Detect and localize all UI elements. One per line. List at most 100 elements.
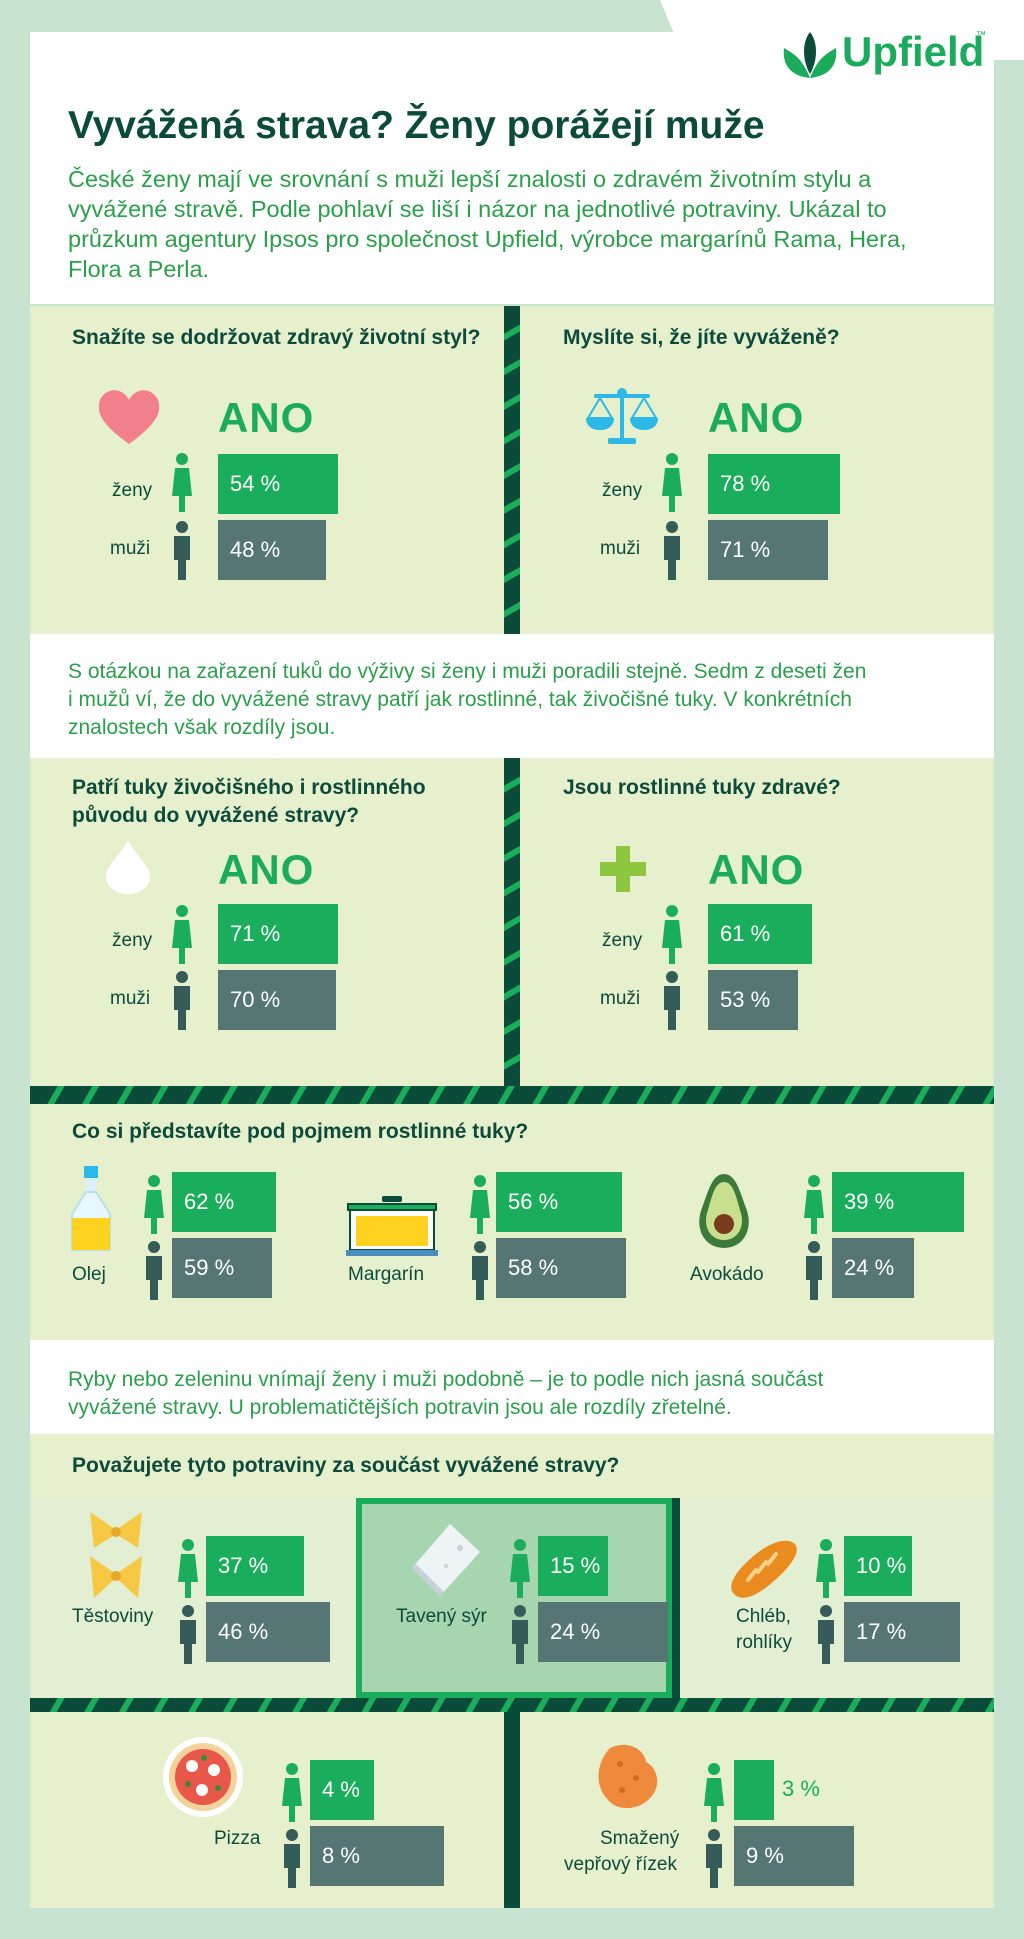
heart-icon	[98, 390, 160, 444]
pasta-icon	[90, 1512, 142, 1598]
upfield-logo: Upfield ™	[780, 26, 990, 82]
fat-label-avocado: Avokádo	[690, 1264, 764, 1285]
leaf-logo-icon	[783, 32, 837, 78]
oil-bottle-icon	[71, 1166, 111, 1251]
answer-yes: ANO	[218, 394, 315, 441]
men-bar: 59 %	[172, 1238, 272, 1298]
avocado-icon	[699, 1174, 749, 1248]
women-label: ženy	[112, 930, 153, 951]
women-bar: 39 %	[832, 1172, 964, 1232]
men-label: muži	[600, 538, 641, 559]
food-panel-bread	[672, 1498, 994, 1698]
schnitzel-icon	[598, 1744, 658, 1809]
man-icon	[180, 1605, 196, 1664]
women-bar: 37 %	[206, 1536, 304, 1596]
women-bar: 54 %	[218, 454, 338, 514]
man-icon	[284, 1829, 300, 1888]
man-icon	[706, 1829, 722, 1888]
food-panel-pasta	[30, 1498, 356, 1698]
men-bar: 53 %	[708, 970, 798, 1030]
mid-text-card	[30, 634, 994, 758]
food-label: Těstoviny	[72, 1606, 154, 1627]
women-value-outside: 3 %	[782, 1776, 820, 1801]
fish-text-line: vyvážené stravy. U problematičtějších po…	[68, 1396, 732, 1419]
fish-text-line: Ryby nebo zeleninu vnímají ženy i muži p…	[68, 1368, 824, 1391]
men-bar: 8 %	[310, 1826, 444, 1886]
mid-text-line: znalostech však rozdíly jsou.	[68, 716, 336, 739]
woman-icon	[510, 1539, 530, 1598]
corner-decoration	[660, 0, 1024, 70]
woman-icon	[470, 1175, 490, 1234]
men-bar: 70 %	[218, 970, 336, 1030]
men-bar: 48 %	[218, 520, 326, 580]
scales-icon	[586, 388, 658, 444]
women-bar: 10 %	[844, 1536, 912, 1596]
man-icon	[146, 1241, 162, 1300]
question-2: Myslíte si, že jíte vyváženě?	[563, 326, 840, 349]
man-icon	[174, 971, 190, 1030]
intro-line: vyvážené stravě. Podle pohlaví se liší i…	[68, 196, 887, 222]
man-icon	[664, 971, 680, 1030]
intro-line: České ženy mají ve srovnání s muži lepší…	[68, 166, 872, 192]
bread-icon	[731, 1540, 797, 1598]
woman-icon	[804, 1175, 824, 1234]
food-label: Chléb,	[736, 1606, 791, 1627]
fish-text-card	[30, 1340, 994, 1434]
answer-yes: ANO	[218, 846, 315, 893]
foods-title: Považujete tyto potraviny za součást vyv…	[72, 1454, 620, 1477]
question-4: Jsou rostlinné tuky zdravé?	[563, 776, 841, 799]
woman-icon	[172, 453, 192, 512]
women-bar: 56 %	[496, 1172, 622, 1232]
intro-line: Flora a Perla.	[68, 256, 210, 282]
woman-icon	[704, 1763, 724, 1822]
women-bar: 15 %	[538, 1536, 608, 1596]
question-3-line-2: původu do vyvážené stravy?	[72, 804, 360, 827]
food-label-line-2: vepřový řízek	[564, 1854, 677, 1875]
corner-decoration-tint	[994, 60, 1024, 1939]
food-label: Tavený sýr	[396, 1606, 487, 1627]
food-label: Smažený	[600, 1828, 680, 1849]
divider-stripe	[30, 1086, 994, 1104]
mid-text-line: S otázkou na zařazení tuků do výživy si …	[68, 660, 867, 683]
logo-text: Upfield	[842, 28, 985, 75]
foods-header-panel	[30, 1434, 994, 1498]
woman-icon	[178, 1539, 198, 1598]
question-3: Patří tuky živočišného i rostlinného	[72, 776, 426, 799]
cheese-icon	[412, 1524, 480, 1596]
men-bar: 9 %	[734, 1826, 854, 1886]
women-bar	[734, 1760, 774, 1820]
men-bar: 71 %	[708, 520, 828, 580]
food-label: Pizza	[214, 1828, 261, 1849]
woman-icon	[662, 453, 682, 512]
women-bar: 61 %	[708, 904, 812, 964]
fat-label-oil: Olej	[72, 1264, 106, 1285]
men-label: muži	[110, 538, 151, 559]
page-title: Vyvážená strava? Ženy porážejí muže	[68, 104, 765, 147]
food-panel-cheese	[356, 1498, 672, 1698]
food-label-line-2: rohlíky	[736, 1632, 792, 1653]
drop-icon	[106, 840, 150, 894]
men-label: muži	[110, 988, 151, 1009]
fat-label-margarine: Margarín	[348, 1264, 425, 1285]
women-label: ženy	[602, 930, 643, 951]
divider-bar	[504, 1712, 520, 1908]
man-icon	[472, 1241, 488, 1300]
women-bar: 4 %	[310, 1760, 374, 1820]
answer-yes: ANO	[708, 846, 805, 893]
divider-stripe	[504, 306, 520, 634]
man-icon	[818, 1605, 834, 1664]
women-bar: 71 %	[218, 904, 338, 964]
woman-icon	[172, 905, 192, 964]
woman-icon	[282, 1763, 302, 1822]
divider-stripe	[30, 1698, 994, 1712]
question-1: Snažíte se dodržovat zdravý životní styl…	[72, 326, 481, 349]
pizza-icon	[163, 1737, 243, 1817]
woman-icon	[144, 1175, 164, 1234]
woman-icon	[816, 1539, 836, 1598]
logo-tm: ™	[976, 30, 986, 41]
header-card	[30, 32, 994, 304]
fats-title: Co si představíte pod pojmem rostlinné t…	[72, 1120, 529, 1143]
men-bar: 17 %	[844, 1602, 960, 1662]
margarine-tub-icon	[346, 1196, 438, 1256]
men-bar: 24 %	[832, 1238, 914, 1298]
